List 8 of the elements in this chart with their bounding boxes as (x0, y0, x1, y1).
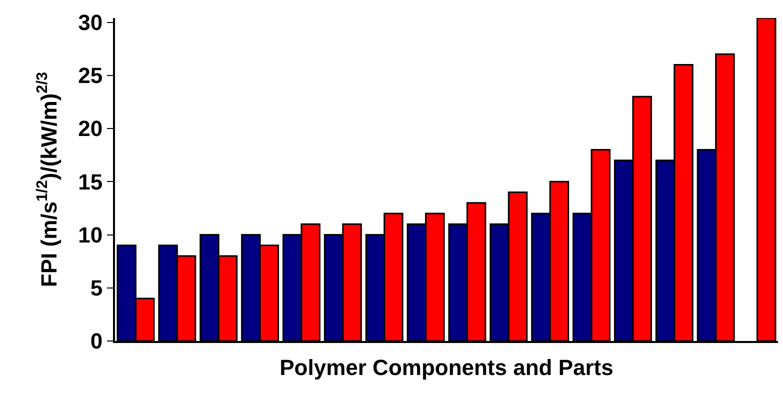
y-tick-label: 10 (78, 222, 103, 248)
y-tick-label: 30 (78, 10, 103, 35)
y-tick-label: 0 (90, 328, 103, 354)
x-axis-title: Polymer Components and Parts (280, 354, 614, 380)
y-tick-label: 20 (78, 116, 103, 142)
y-tick-label: 15 (78, 169, 103, 194)
y-tick-label: 5 (90, 276, 103, 301)
y-tick-label: 25 (78, 63, 103, 88)
